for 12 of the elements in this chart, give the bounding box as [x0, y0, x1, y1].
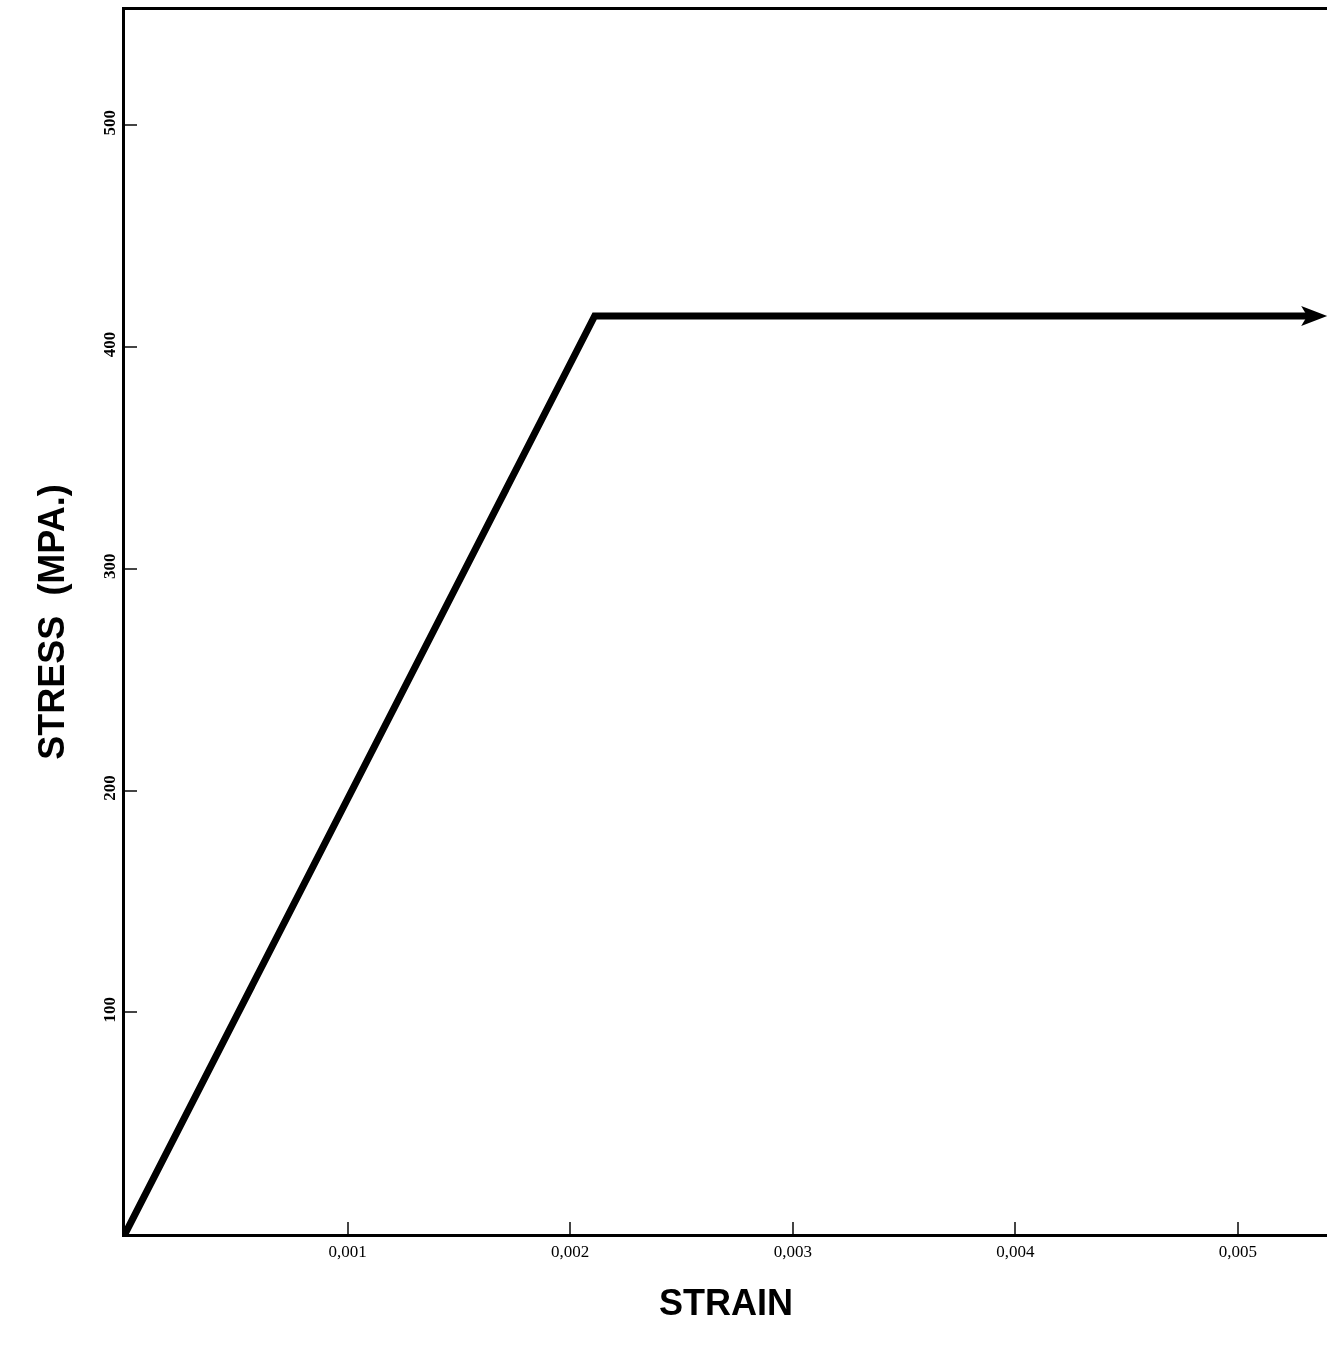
y-tick-label: 300	[100, 553, 120, 579]
x-tick-label: 0,002	[551, 1242, 590, 1262]
x-tick-label: 0,004	[996, 1242, 1035, 1262]
y-tick-label: 400	[100, 331, 120, 358]
x-tick-label: 0,003	[773, 1242, 812, 1262]
y-tick-label: 200	[100, 775, 120, 801]
y-tick-label: 500	[100, 110, 120, 136]
x-tick-label: 0,001	[328, 1242, 367, 1262]
x-tick-label: 0,005	[1218, 1242, 1258, 1262]
y-tick-label: 100	[100, 996, 120, 1023]
y-axis-title: STRESS (MPA.)	[31, 484, 73, 760]
x-axis-title: STRAIN	[659, 1282, 793, 1324]
